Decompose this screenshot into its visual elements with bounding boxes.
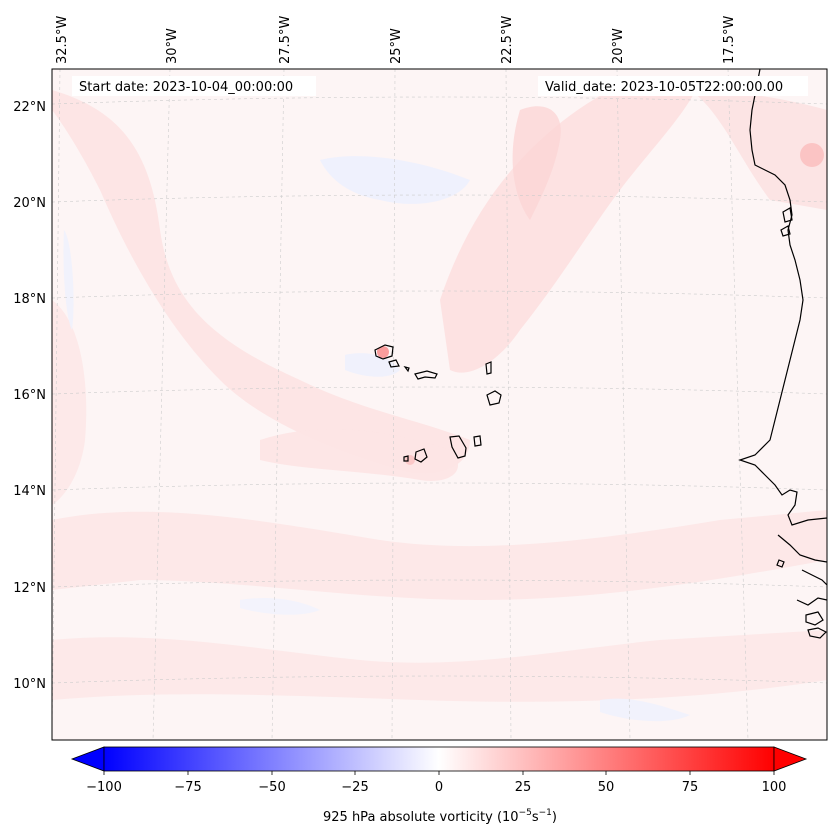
island-coastline: [780, 225, 791, 237]
valid-date-label: Valid_date: 2023-10-05T22:00:00.00: [545, 80, 783, 95]
vorticity-negative: [345, 353, 400, 377]
meridian-line: [52, 69, 61, 740]
vorticity-band: [52, 300, 87, 505]
lon-label: 30°W: [165, 28, 180, 64]
colorbar-tick-label: 25: [515, 780, 532, 795]
africa-coastline: [796, 597, 827, 606]
colorbar-tick-label: 75: [682, 780, 699, 795]
vorticity-negative: [63, 230, 74, 330]
vorticity-negative: [600, 698, 690, 722]
vorticity-band: [52, 90, 470, 474]
colorbar-label-suffix: ): [552, 810, 557, 825]
start-date-label: Start date: 2023-10-04_00:00:00: [79, 80, 293, 95]
colorbar-tick-labels: −100 −75 −50 −25 0 25 50 75 100: [86, 780, 786, 795]
parallel-line: [52, 194, 827, 203]
lat-label: 14°N: [13, 484, 46, 499]
island-coastline: [782, 207, 793, 223]
parallel-line: [52, 290, 827, 299]
lon-label: 22.5°W: [500, 16, 515, 64]
island-santiago: [449, 435, 467, 459]
africa-coastline: [801, 569, 827, 586]
vorticity-maximum: [377, 346, 389, 358]
colorbar-extend-max: [773, 746, 808, 772]
lat-label: 12°N: [13, 581, 46, 596]
cape-verde-islands: [374, 344, 502, 463]
parallel-line: [52, 675, 827, 684]
colorbar-ticks: [103, 771, 775, 775]
vorticity-negative: [240, 598, 320, 615]
colorbar-label: 925 hPa absolute vorticity (10−5s−1): [323, 808, 557, 825]
lon-label: 27.5°W: [278, 16, 293, 64]
island-sal: [485, 361, 492, 375]
meridian-line: [391, 69, 396, 740]
vorticity-maximum: [800, 143, 824, 167]
colorbar-extend-min: [70, 746, 105, 772]
vorticity-band: [690, 90, 827, 210]
valid-date-box: Valid_date: 2023-10-05T22:00:00.00: [538, 76, 808, 96]
lat-label: 20°N: [13, 196, 46, 211]
meridian-line: [271, 69, 285, 740]
vorticity-band: [512, 106, 561, 220]
vorticity-negative: [320, 156, 470, 204]
vorticity-band: [440, 80, 700, 373]
colorbar: −100 −75 −50 −25 0 25 50 75 100 925 hPa …: [70, 746, 808, 825]
valid-date-background: [538, 76, 808, 96]
parallel-line: [52, 482, 827, 491]
lat-label: 22°N: [13, 100, 46, 115]
island-sao-nicolau: [414, 370, 438, 380]
island-santo-antao: [374, 344, 394, 360]
colorbar-body: [103, 746, 775, 772]
colorbar-tick-label: −100: [86, 780, 122, 795]
vorticity-band: [260, 429, 459, 481]
lon-label: 32.5°W: [55, 16, 70, 64]
meridian-line: [616, 69, 631, 740]
island-brava: [403, 455, 409, 462]
longitude-labels: 32.5°W 30°W 27.5°W 25°W 22.5°W 20°W 17.5…: [55, 16, 737, 64]
island-boa-vista: [486, 390, 502, 406]
coastline: [738, 69, 827, 639]
meridian-line: [505, 69, 512, 740]
lon-label: 17.5°W: [722, 16, 737, 64]
colorbar-tick-label: 100: [762, 780, 787, 795]
colorbar-tick-label: −25: [341, 780, 368, 795]
lon-label: 25°W: [389, 28, 404, 64]
latitude-labels: 22°N 20°N 18°N 16°N 14°N 12°N 10°N: [13, 100, 46, 692]
vorticity-field: [52, 80, 827, 722]
africa-coastline: [807, 627, 827, 639]
lat-label: 16°N: [13, 388, 46, 403]
vorticity-band: [52, 510, 827, 600]
start-date-background: [72, 76, 316, 96]
map-panel: Start date: 2023-10-04_00:00:00 Valid_da…: [51, 68, 828, 741]
island-sao-vicente: [388, 359, 400, 368]
gridlines: [52, 69, 827, 740]
island-maio: [473, 435, 482, 447]
colorbar-label-unit: s: [532, 810, 539, 825]
colorbar-label-prefix: 925 hPa absolute vorticity (10: [323, 810, 519, 825]
lat-label: 18°N: [13, 292, 46, 307]
colorbar-tick-label: −50: [258, 780, 285, 795]
map-frame: [51, 68, 828, 741]
meridian-line: [152, 69, 171, 740]
colorbar-tick-label: 50: [598, 780, 615, 795]
africa-coastline: [738, 69, 827, 526]
parallel-line: [52, 386, 827, 395]
island-santa-luzia: [403, 366, 410, 373]
africa-coastline: [777, 534, 827, 563]
lat-label: 10°N: [13, 677, 46, 692]
africa-coastline: [805, 611, 824, 626]
island-fogo: [414, 448, 428, 463]
vorticity-band: [52, 630, 827, 702]
colorbar-label-exponent: −1: [539, 808, 552, 818]
start-date-box: Start date: 2023-10-04_00:00:00: [72, 76, 316, 96]
island-coastline: [776, 559, 785, 568]
parallel-line: [52, 96, 827, 105]
meridian-line: [727, 69, 749, 740]
colorbar-label-exponent: −5: [519, 808, 532, 818]
colorbar-tick-label: 0: [435, 780, 443, 795]
colorbar-tick-label: −75: [174, 780, 201, 795]
parallel-line: [52, 579, 827, 588]
lon-label: 20°W: [611, 28, 626, 64]
